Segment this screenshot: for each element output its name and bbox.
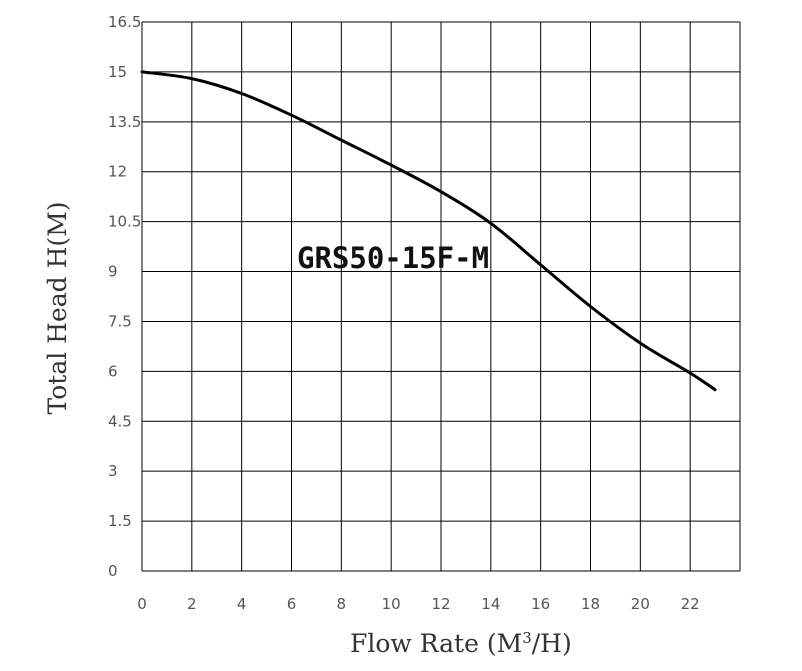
- x-axis-title-superscript: 3: [522, 629, 532, 647]
- y-tick-label: 9: [108, 263, 118, 281]
- grid: [141, 21, 741, 572]
- y-tick-label: 13.5: [108, 113, 141, 131]
- x-tick-label: 0: [137, 595, 147, 613]
- y-tick-label: 10.5: [108, 213, 141, 231]
- x-axis-title-end: /H): [532, 629, 572, 658]
- x-tick-label: 2: [187, 595, 197, 613]
- y-tick-label: 16.5: [108, 13, 141, 31]
- y-axis-title: Total Head H(M): [43, 201, 72, 414]
- x-tick-label: 4: [237, 595, 247, 613]
- x-tick-labels: 0 2 4 6 8 10 12 14 16 18 20 22: [137, 595, 699, 613]
- x-tick-label: 6: [287, 595, 297, 613]
- x-tick-label: 22: [681, 595, 700, 613]
- y-tick-label: 1.5: [108, 512, 132, 530]
- x-tick-label: 8: [337, 595, 347, 613]
- y-tick-label: 6: [108, 362, 118, 380]
- y-tick-label: 15: [108, 63, 127, 81]
- y-tick-label: 0: [108, 562, 118, 580]
- series-line: [140, 70, 717, 392]
- y-tick-label: 12: [108, 163, 127, 181]
- y-tick-label: 4.5: [108, 412, 132, 430]
- y-tick-label: 3: [108, 462, 118, 480]
- y-tick-labels: 0 1.5 3 4.5 6 7.5 9 10.5 12 13.5 15 16.5: [108, 13, 141, 580]
- x-tick-label: 18: [581, 595, 600, 613]
- x-tick-label: 16: [531, 595, 550, 613]
- x-tick-label: 12: [431, 595, 450, 613]
- chart-title: GRS50-15F-M: [297, 241, 489, 275]
- y-tick-label: 7.5: [108, 312, 132, 330]
- x-tick-label: 10: [382, 595, 401, 613]
- x-tick-label: 14: [481, 595, 500, 613]
- x-axis-title: Flow Rate (M3/H): [350, 629, 572, 658]
- x-axis-title-text: Flow Rate (M: [350, 629, 522, 658]
- x-tick-label: 20: [631, 595, 650, 613]
